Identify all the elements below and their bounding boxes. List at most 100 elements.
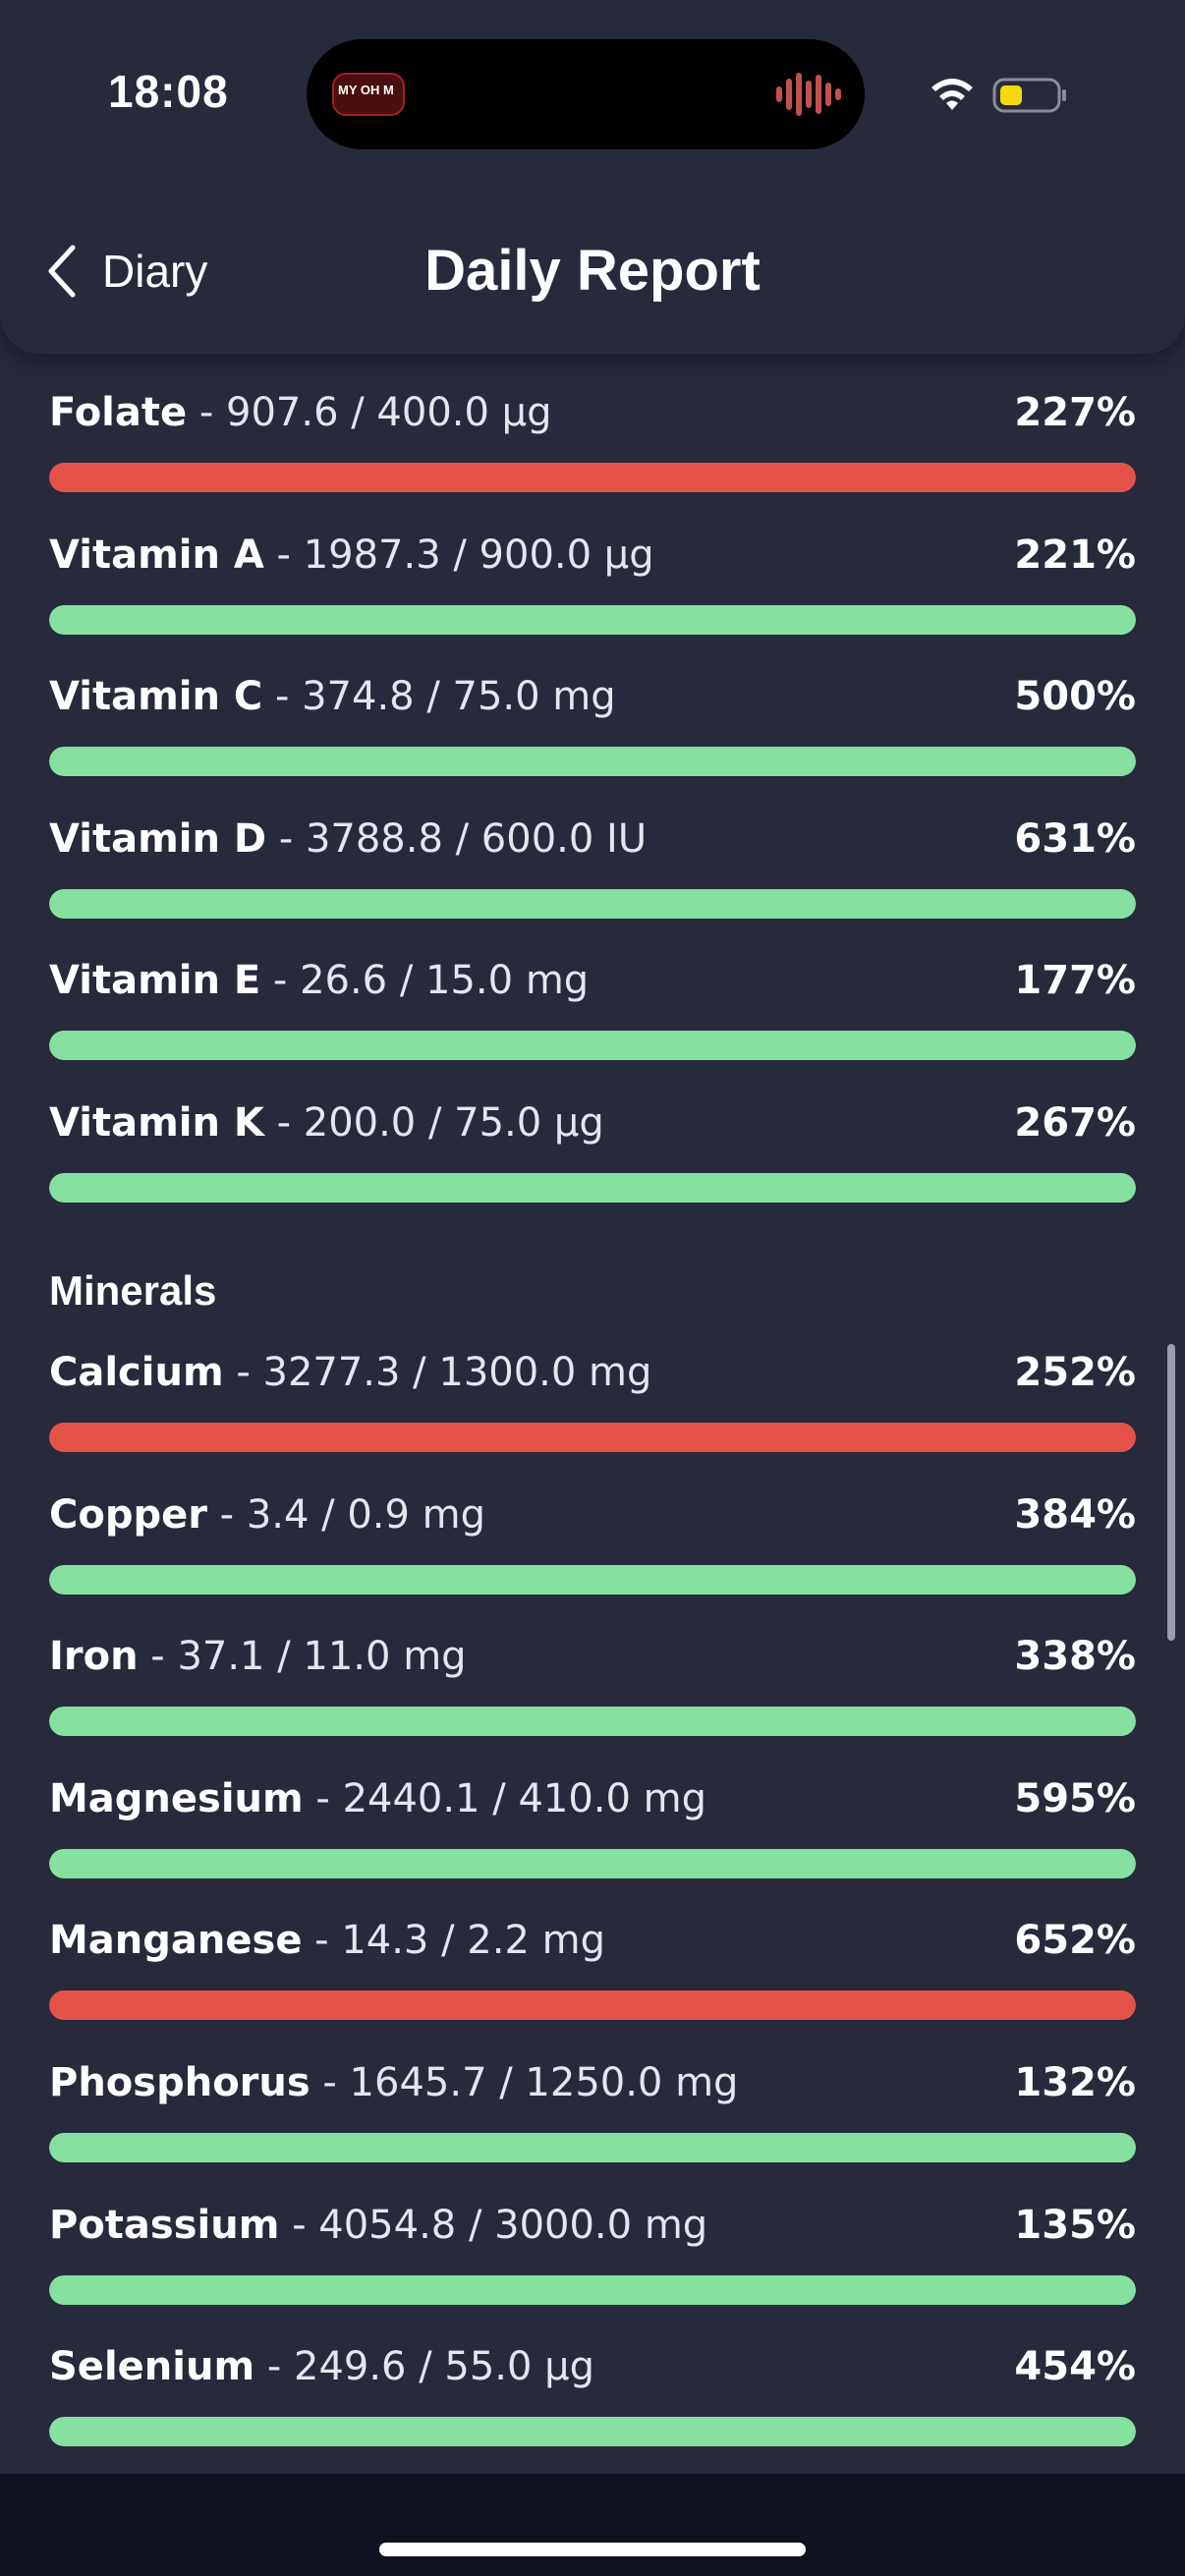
nutrient-name: Folate (49, 390, 188, 435)
nutrient-amount: - 3.4 / 0.9 mg (206, 1491, 486, 1538)
home-indicator[interactable] (379, 2543, 806, 2556)
nutrient-label: Calcium - 3277.3 / 1300.0 mg (49, 1341, 1136, 1404)
back-label: Diary (102, 246, 208, 297)
progress-bar-fill (49, 1564, 1136, 1595)
progress-bar (49, 2133, 1136, 2162)
nutrient-percent: 652% (1014, 1918, 1136, 1964)
progress-bar-fill (49, 604, 1136, 635)
scrollbar[interactable] (1167, 1344, 1175, 1641)
nutrient-label: Vitamin K - 200.0 / 75.0 µg (49, 1092, 1136, 1154)
nutrient-percent: 135% (1014, 2202, 1136, 2248)
progress-bar (49, 747, 1136, 777)
nutrient-row: Selenium - 249.6 / 55.0 µg 454% (49, 2335, 1136, 2463)
nutrient-amount: - 907.6 / 400.0 µg (187, 390, 552, 435)
nutrient-amount: - 3277.3 / 1300.0 mg (223, 1350, 652, 1395)
progress-bar (49, 2274, 1136, 2305)
nutrient-percent: 227% (1014, 390, 1136, 435)
live-activity-app-icon: MY OH M (332, 73, 405, 116)
nutrient-name: Vitamin E (49, 958, 261, 1004)
status-time: 18:08 (108, 66, 229, 117)
nutrient-percent: 221% (1014, 532, 1136, 578)
nutrient-row: Potassium - 4054.8 / 3000.0 mg 135% (49, 2194, 1136, 2322)
progress-bar (49, 888, 1136, 919)
progress-bar (49, 1707, 1136, 1737)
back-button[interactable]: Diary (43, 232, 207, 310)
nutrient-name: Vitamin K (49, 1100, 264, 1146)
bottom-bar (0, 2474, 1185, 2576)
minerals-section-title: Minerals (49, 1267, 217, 1314)
progress-bar (49, 2417, 1136, 2447)
nutrient-row: Folate - 907.6 / 400.0 µg 227% (49, 381, 1136, 509)
nutrient-label: Vitamin A - 1987.3 / 900.0 µg (49, 524, 1136, 587)
nutrient-row: Iron - 37.1 / 11.0 mg 338% (49, 1625, 1136, 1753)
progress-bar-fill (49, 1707, 1136, 1737)
progress-bar-fill (49, 888, 1136, 919)
nutrient-label: Magnesium - 2440.1 / 410.0 mg (49, 1767, 1136, 1830)
nutrient-label: Folate - 907.6 / 400.0 µg (49, 381, 1136, 444)
battery-icon (992, 78, 1066, 113)
progress-bar-fill (49, 1173, 1136, 1203)
report-content[interactable]: Folate - 907.6 / 400.0 µg 227% Vitamin A -… (0, 354, 1185, 2474)
nutrient-amount: - 37.1 / 11.0 mg (138, 1634, 467, 1680)
nutrient-name: Phosphorus (49, 2060, 310, 2105)
nutrient-row: Vitamin D - 3788.8 / 600.0 IU 631% (49, 808, 1136, 935)
nutrient-label: Vitamin C - 374.8 / 75.0 mg (49, 665, 1136, 728)
nutrient-percent: 267% (1014, 1100, 1136, 1146)
nutrient-amount: - 1987.3 / 900.0 µg (263, 532, 654, 578)
progress-bar-fill (49, 1423, 1136, 1452)
progress-bar-fill (49, 1031, 1136, 1061)
nutrient-amount: - 2440.1 / 410.0 mg (303, 1775, 707, 1821)
nutrient-row: Manganese - 14.3 / 2.2 mg 652% (49, 1909, 1136, 2037)
nutrient-row: Vitamin A - 1987.3 / 900.0 µg 221% (49, 524, 1136, 651)
nutrient-name: Vitamin D (49, 815, 267, 862)
nutrient-percent: 132% (1014, 2060, 1136, 2105)
nutrient-percent: 631% (1014, 815, 1136, 862)
nutrient-amount: - 4054.8 / 3000.0 mg (279, 2202, 708, 2248)
progress-bar (49, 1423, 1136, 1452)
nutrient-name: Selenium (49, 2344, 255, 2390)
chevron-left-icon (48, 245, 76, 298)
progress-bar-fill (49, 2417, 1136, 2447)
progress-bar-fill (49, 2274, 1136, 2305)
status-bar: 18:08 MY OH M (0, 0, 1185, 187)
live-activity-app-label: MY OH M (338, 83, 394, 97)
nutrient-percent: 384% (1014, 1491, 1136, 1538)
nutrient-name: Manganese (49, 1918, 303, 1964)
progress-bar-fill (49, 1990, 1136, 2021)
nutrient-name: Magnesium (49, 1775, 304, 1821)
nutrient-label: Vitamin E - 26.6 / 15.0 mg (49, 949, 1136, 1012)
progress-bar (49, 1173, 1136, 1203)
nutrient-label: Manganese - 14.3 / 2.2 mg (49, 1909, 1136, 1972)
page-title: Daily Report (424, 239, 761, 303)
dynamic-island[interactable]: MY OH M (307, 39, 865, 149)
nutrient-label: Selenium - 249.6 / 55.0 µg (49, 2335, 1136, 2398)
nutrient-name: Iron (49, 1634, 139, 1680)
nutrient-name: Vitamin A (49, 532, 264, 578)
nutrient-row: Vitamin K - 200.0 / 75.0 µg 267% (49, 1092, 1136, 1219)
progress-bar-fill (49, 463, 1136, 492)
audio-waveform-icon (776, 73, 841, 116)
nutrient-name: Copper (49, 1491, 207, 1538)
progress-bar (49, 1990, 1136, 2021)
nutrient-amount: - 374.8 / 75.0 mg (262, 674, 616, 720)
nutrient-row: Copper - 3.4 / 0.9 mg 384% (49, 1484, 1136, 1611)
nutrient-row: Calcium - 3277.3 / 1300.0 mg 252% (49, 1341, 1136, 1469)
nutrient-percent: 338% (1014, 1634, 1136, 1680)
nutrient-row: Phosphorus - 1645.7 / 1250.0 mg 132% (49, 2051, 1136, 2179)
nutrient-percent: 177% (1014, 958, 1136, 1004)
progress-bar (49, 1564, 1136, 1595)
nutrient-row: Magnesium - 2440.1 / 410.0 mg 595% (49, 1767, 1136, 1895)
progress-bar (49, 463, 1136, 492)
wifi-icon (931, 79, 973, 110)
nutrient-amount: - 249.6 / 55.0 µg (254, 2344, 595, 2390)
nutrient-name: Potassium (49, 2202, 280, 2248)
nutrient-label: Vitamin D - 3788.8 / 600.0 IU (49, 808, 1136, 870)
nutrient-amount: - 3788.8 / 600.0 IU (266, 815, 648, 862)
nutrient-label: Potassium - 4054.8 / 3000.0 mg (49, 2194, 1136, 2257)
nutrient-amount: - 26.6 / 15.0 mg (260, 958, 590, 1004)
nutrient-percent: 595% (1014, 1775, 1136, 1821)
nutrient-amount: - 14.3 / 2.2 mg (302, 1918, 605, 1964)
progress-bar (49, 604, 1136, 635)
nutrient-row: Vitamin E - 26.6 / 15.0 mg 177% (49, 949, 1136, 1077)
progress-bar (49, 1031, 1136, 1061)
